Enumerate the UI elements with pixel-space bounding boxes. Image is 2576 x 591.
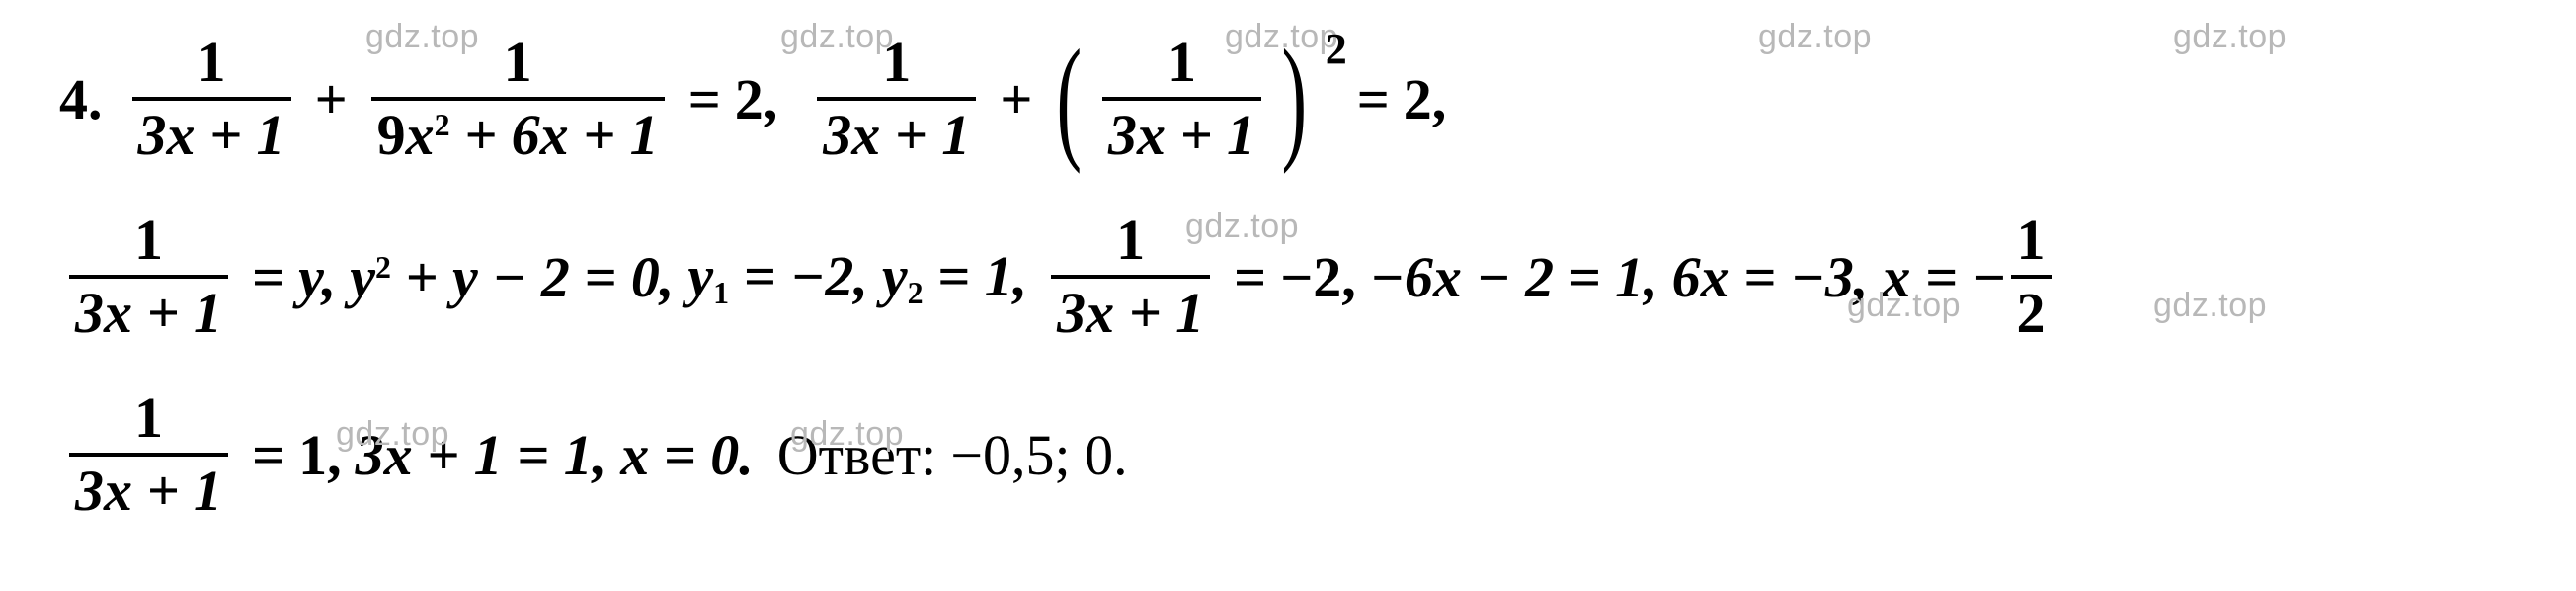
fraction-bar: [69, 275, 228, 279]
equation-line-1: 4. 1 3x + 1 + 1 9x2 + 6x + 1 = 2, 1 3x +…: [59, 10, 2517, 188]
math-solution-page: gdz.top gdz.top gdz.top gdz.top gdz.top …: [0, 0, 2576, 591]
denominator: 3x + 1: [132, 107, 291, 164]
fraction: 1 3x + 1: [69, 211, 228, 342]
polynomial: y2 + y − 2 = 0,: [350, 244, 674, 310]
numerator: 1: [1162, 34, 1202, 91]
numerator: 1: [128, 389, 169, 447]
equation-line-2: 1 3x + 1 = y, y2 + y − 2 = 0, y1 = −2, y…: [59, 188, 2517, 366]
value: 2,: [1404, 66, 1447, 132]
numerator: 1: [2011, 211, 2052, 269]
fraction-bar: [817, 97, 976, 101]
numerator: 1: [876, 34, 917, 91]
left-paren: (: [1057, 43, 1083, 154]
denominator: 2: [2011, 285, 2052, 342]
fraction-bar: [1051, 275, 1210, 279]
denominator: 3x + 1: [69, 285, 228, 342]
segment: 3x + 1 = 1,: [356, 422, 607, 488]
fraction: 1 2: [2011, 211, 2052, 342]
equals-operator: =: [252, 422, 284, 488]
denominator: 3x + 1: [1102, 107, 1261, 164]
fraction: 1 3x + 1: [1051, 211, 1210, 342]
fraction: 1 3x + 1: [817, 34, 976, 164]
exponent: 2: [1326, 24, 1347, 74]
answer-values: −0,5; 0.: [950, 422, 1127, 488]
fraction: 1 9x2 + 6x + 1: [371, 34, 665, 164]
segment: x = 0.: [620, 422, 754, 488]
fraction: 1 3x + 1: [1102, 34, 1261, 164]
numerator: 1: [1110, 211, 1151, 269]
root-y2: y2 = 1,: [882, 243, 1027, 311]
fraction: 1 3x + 1: [132, 34, 291, 164]
numerator: 1: [128, 211, 169, 269]
numerator: 1: [498, 34, 538, 91]
root-y1: y1 = −2,: [687, 243, 867, 311]
denominator: 3x + 1: [1051, 285, 1210, 342]
value: −2,: [1280, 244, 1356, 310]
plus-operator: +: [1000, 66, 1032, 132]
variable-y: y,: [298, 244, 336, 310]
equals-operator: =: [252, 244, 284, 310]
fraction-bar: [132, 97, 291, 101]
equation-line-3: 1 3x + 1 = 1, 3x + 1 = 1, x = 0. Ответ: …: [59, 366, 2517, 544]
denominator: 3x + 1: [69, 463, 228, 520]
segment: 6x = −3,: [1672, 244, 1869, 310]
fraction-bar: [1102, 97, 1261, 101]
right-paren: ): [1282, 43, 1308, 154]
fraction: 1 3x + 1: [69, 389, 228, 520]
answer-label: Ответ:: [777, 422, 936, 488]
equals-operator: =: [1234, 244, 1266, 310]
plus-operator: +: [315, 66, 348, 132]
fraction-bar: [371, 97, 665, 101]
fraction-bar: [69, 453, 228, 457]
problem-number: 4.: [59, 66, 103, 132]
equals-operator: =: [1357, 66, 1390, 132]
numerator: 1: [192, 34, 232, 91]
segment: −6x − 2 = 1,: [1370, 244, 1658, 310]
denominator: 9x2 + 6x + 1: [371, 107, 665, 164]
x-equals: x = −: [1882, 244, 2006, 310]
equals-operator: =: [688, 66, 721, 132]
value: 1,: [298, 422, 342, 488]
parenthesized-squared: ( 1 3x + 1 ) 2: [1046, 34, 1317, 164]
fraction-bar: [2011, 275, 2052, 279]
value: 2,: [735, 66, 778, 132]
denominator: 3x + 1: [817, 107, 976, 164]
